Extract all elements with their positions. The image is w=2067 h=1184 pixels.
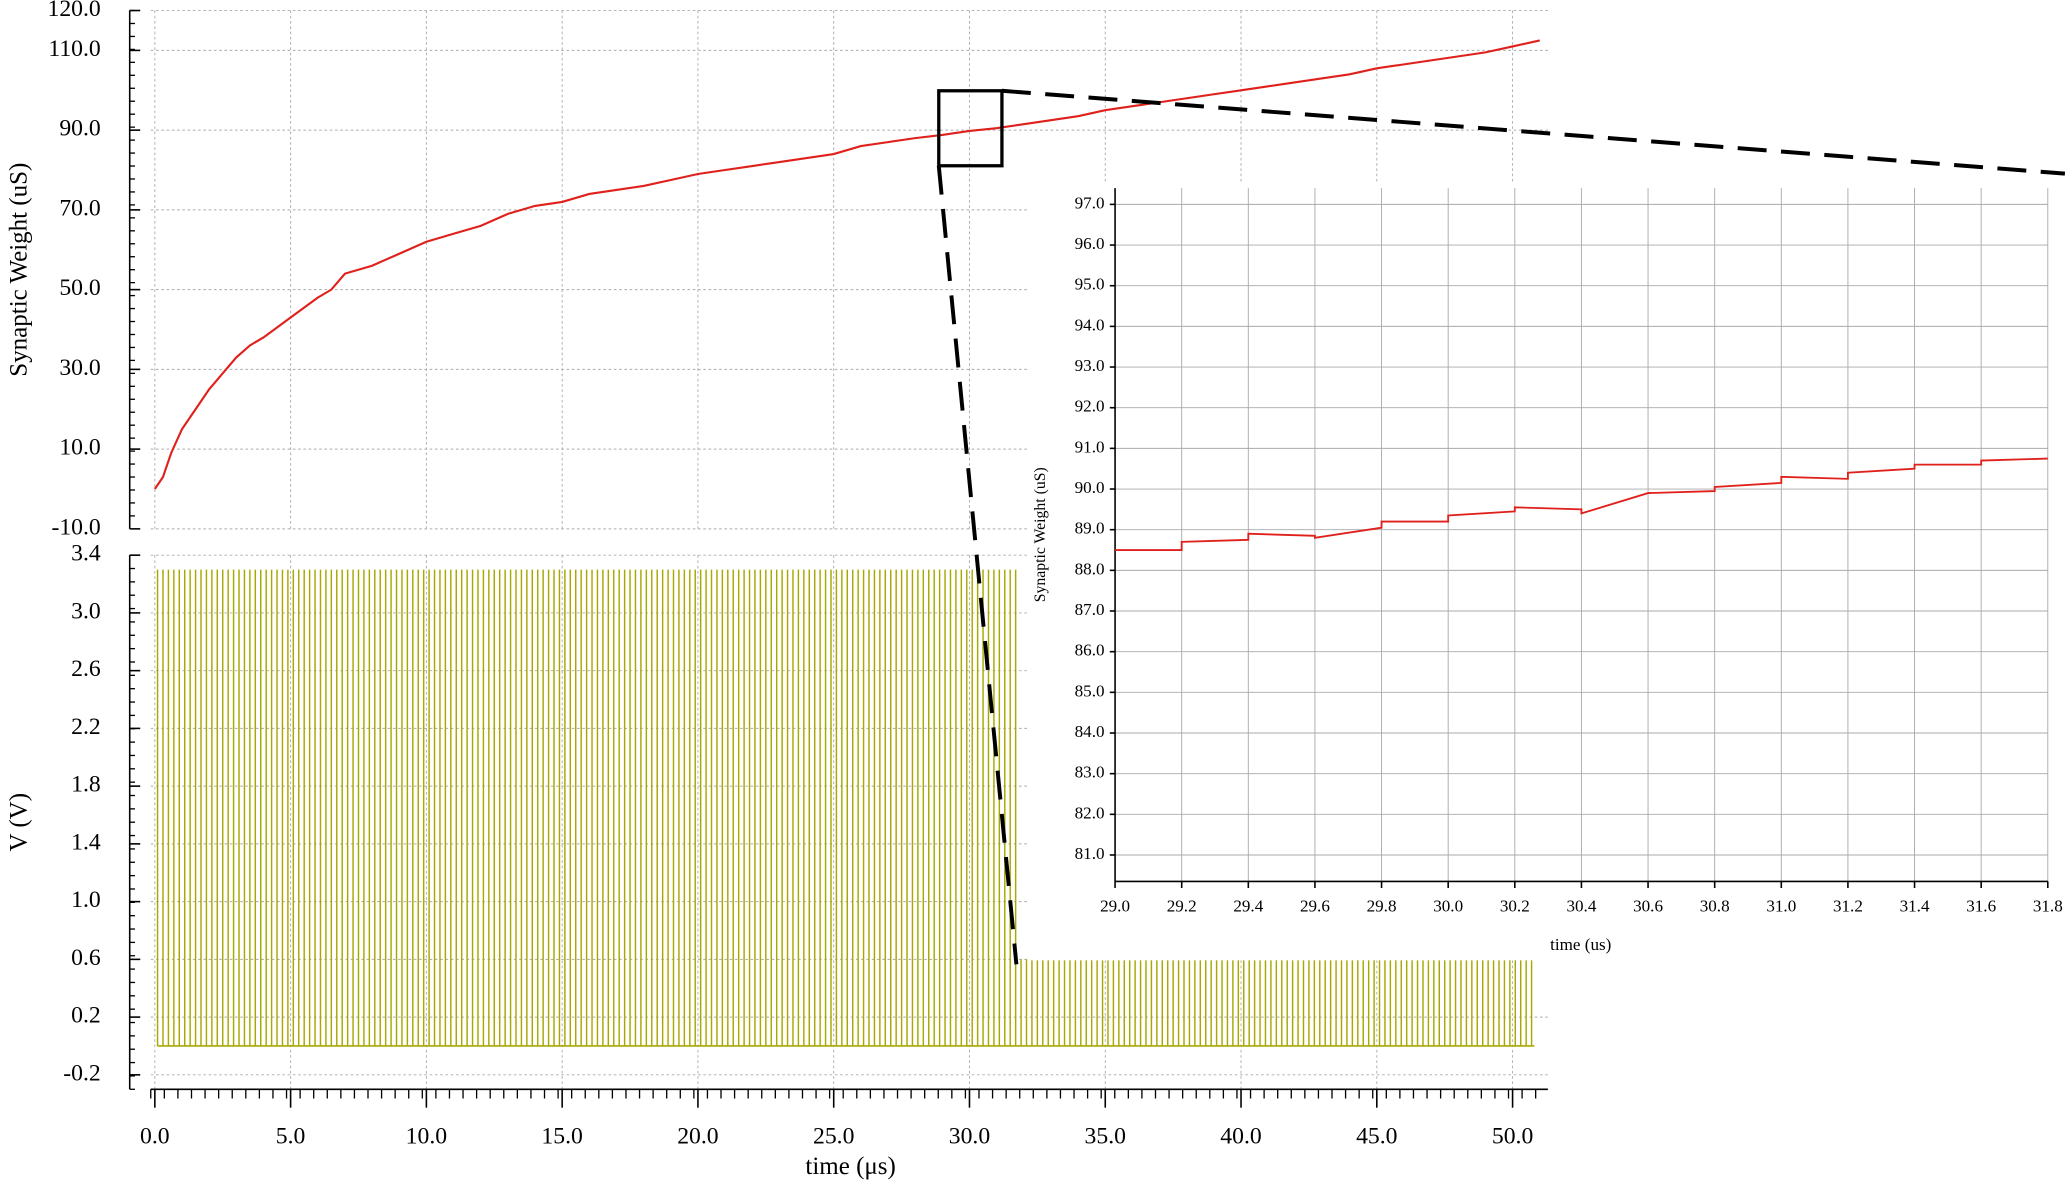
y-tick-label: 90.0: [1075, 478, 1105, 497]
y-tick-label: 50.0: [59, 275, 100, 301]
x-tick-label: 29.8: [1367, 897, 1397, 916]
x-tick-label: 31.0: [1766, 897, 1796, 916]
x-tick-label: 31.8: [2033, 897, 2063, 916]
x-tick-label: 25.0: [813, 1123, 854, 1149]
y-tick-label: 90.0: [59, 116, 100, 142]
y-tick-label: 96.0: [1075, 234, 1105, 253]
y-tick-label: 81.0: [1075, 844, 1105, 863]
y-tick-label: 70.0: [59, 195, 100, 221]
x-tick-label: 31.4: [1900, 897, 1930, 916]
x-tick-label: 29.6: [1300, 897, 1330, 916]
x-tick-label: 30.4: [1566, 897, 1596, 916]
y-tick-label: 92.0: [1075, 397, 1105, 416]
y-tick-label: 1.8: [71, 772, 101, 798]
y-tick-label: 84.0: [1075, 722, 1105, 741]
y-tick-label: 3.4: [71, 541, 101, 567]
x-tick-label: 31.2: [1833, 897, 1863, 916]
x-tick-label: 15.0: [541, 1123, 582, 1149]
y-tick-label: 2.2: [71, 714, 101, 740]
y-tick-label: 83.0: [1075, 763, 1105, 782]
y-tick-label: 82.0: [1075, 803, 1105, 822]
x-tick-label: 35.0: [1085, 1123, 1126, 1149]
zoom-box: [937, 89, 1004, 168]
y-tick-label: 97.0: [1075, 193, 1105, 212]
y-tick-label: 10.0: [59, 435, 100, 461]
x-axis-label: time (μs): [805, 1153, 895, 1180]
x-tick-label: 29.4: [1233, 897, 1263, 916]
data-line: [153, 39, 1540, 490]
y-tick-label: -10.0: [51, 514, 100, 540]
y-axis-label: Synaptic Weight (uS): [5, 163, 32, 377]
y-tick-label: 110.0: [48, 36, 100, 62]
x-tick-label: 45.0: [1356, 1123, 1397, 1149]
zoom-connector: [1001, 88, 2066, 176]
inset-background: [1028, 181, 2065, 961]
y-tick-label: 0.2: [71, 1003, 101, 1029]
x-tick-label: 30.0: [949, 1123, 990, 1149]
x-tick-label: 20.0: [677, 1123, 718, 1149]
y-tick-label: 86.0: [1075, 641, 1105, 660]
x-tick-label: 10.0: [406, 1123, 447, 1149]
y-tick-label: 91.0: [1075, 437, 1105, 456]
y-tick-label: 93.0: [1075, 356, 1105, 375]
y-tick-label: 2.6: [71, 656, 101, 682]
x-tick-label: 29.0: [1100, 897, 1130, 916]
y-tick-label: 1.0: [71, 887, 101, 913]
y-tick-label: 3.0: [71, 598, 101, 624]
x-tick-label: 31.6: [1966, 897, 1996, 916]
x-tick-label: 40.0: [1220, 1123, 1261, 1149]
y-axis-label: V (V): [5, 793, 32, 852]
x-tick-label: 30.8: [1700, 897, 1730, 916]
y-tick-label: 85.0: [1075, 681, 1105, 700]
zoom-connector: [936, 165, 1019, 965]
y-tick-label: 95.0: [1075, 275, 1105, 294]
y-tick-label: -0.2: [63, 1060, 100, 1086]
y-tick-label: 0.6: [71, 945, 101, 971]
y-tick-label: 120.0: [48, 0, 101, 22]
y-axis-label: Synaptic Weight (uS): [1032, 467, 1049, 602]
x-axis-label: time (us): [1550, 935, 1611, 954]
y-tick-label: 1.4: [71, 829, 101, 855]
y-tick-label: 89.0: [1075, 519, 1105, 538]
x-tick-label: 5.0: [276, 1123, 306, 1149]
x-tick-label: 30.2: [1500, 897, 1530, 916]
data-line: [1115, 457, 2048, 551]
y-tick-label: 30.0: [59, 355, 100, 381]
y-tick-label: 87.0: [1075, 600, 1105, 619]
y-tick-label: 94.0: [1075, 315, 1105, 334]
x-tick-label: 30.0: [1433, 897, 1463, 916]
x-tick-label: 50.0: [1492, 1123, 1533, 1149]
x-tick-label: 30.6: [1633, 897, 1663, 916]
x-tick-label: 29.2: [1167, 897, 1197, 916]
y-tick-label: 88.0: [1075, 559, 1105, 578]
x-tick-label: 0.0: [140, 1123, 170, 1149]
